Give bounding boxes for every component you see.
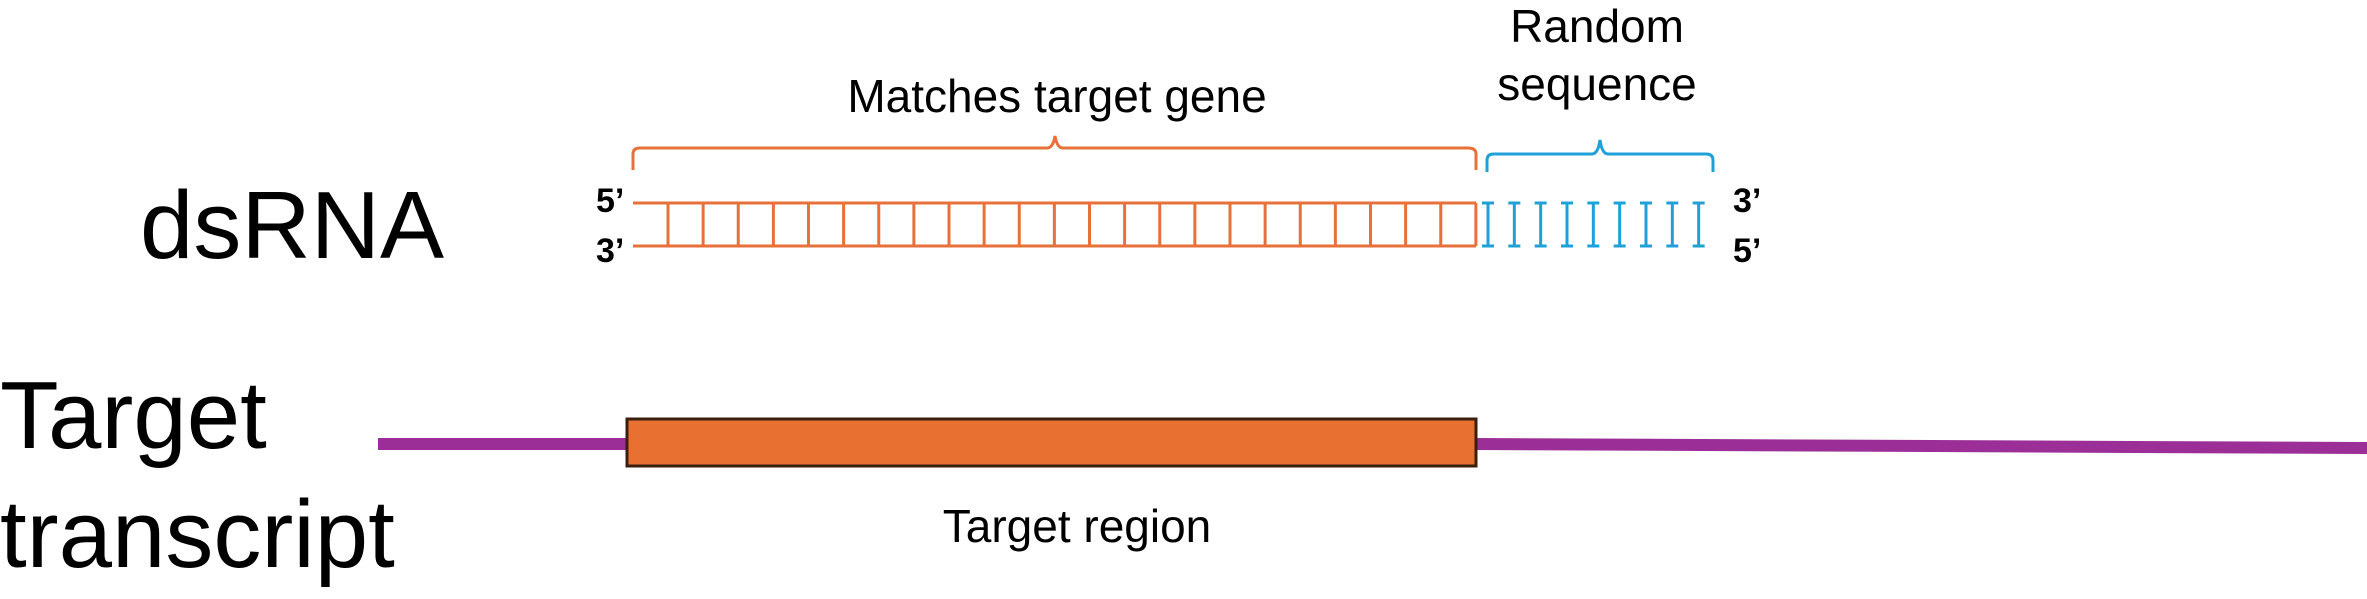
- bottom-right-end-label: 5’: [1733, 232, 1761, 270]
- matching-brace: [631, 135, 1478, 170]
- matches-target-gene-label: Matches target gene: [847, 70, 1266, 122]
- dsrna-random-segment: [1482, 201, 1705, 248]
- target-region-box: [625, 417, 1478, 468]
- bottom-left-end-label: 3’: [596, 232, 624, 270]
- target-region-label: Target region: [943, 500, 1212, 552]
- target-transcript-label-line2: transcript: [0, 481, 395, 588]
- top-right-end-label: 3’: [1733, 182, 1761, 220]
- target-transcript-label-line1: Target: [0, 362, 267, 469]
- dsrna-matching-segment: [633, 201, 1478, 248]
- random-sequence-label-line2: sequence: [1497, 58, 1697, 110]
- transcript-line-right: [1475, 438, 2367, 454]
- dsrna-label: dsRNA: [140, 172, 444, 279]
- random-sequence-label-line1: Random: [1510, 0, 1684, 52]
- random-brace: [1485, 139, 1715, 172]
- top-left-end-label: 5’: [596, 182, 624, 220]
